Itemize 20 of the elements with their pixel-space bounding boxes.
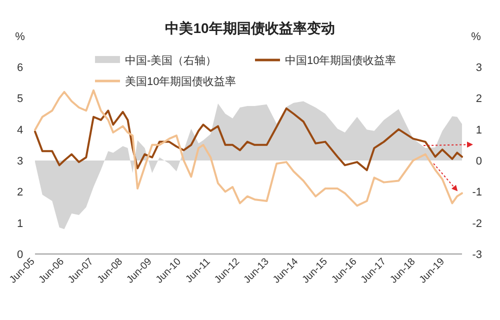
y-tick-label: 6 (16, 62, 24, 74)
y2-tick-label: 2 (476, 93, 482, 106)
y-tick-label: 1 (16, 218, 24, 230)
legend-label: 中国10年期国债收益率 (285, 54, 396, 67)
y2-tick-label: -1 (472, 186, 482, 199)
y-tick-label: 2 (16, 186, 24, 199)
y2-tick-label: 3 (476, 62, 482, 74)
y-tick-label: 4 (16, 124, 24, 136)
legend-label: 中国-美国（右轴） (125, 54, 217, 67)
legend-label: 美国10年期国债收益率 (125, 75, 236, 88)
y-tick-label: 3 (16, 156, 24, 168)
y-tick-label: 0 (16, 249, 24, 261)
y2-tick-label: -3 (472, 249, 482, 261)
y2-tick-label: -2 (472, 218, 482, 230)
y2-axis-title: % (471, 31, 482, 43)
y-tick-label: 5 (16, 93, 24, 106)
y2-tick-label: 0 (476, 156, 482, 168)
y-axis-title: % (15, 31, 26, 43)
y2-tick-label: 1 (476, 124, 482, 136)
chart-title: 中美10年期国债收益率变动 (165, 20, 335, 36)
